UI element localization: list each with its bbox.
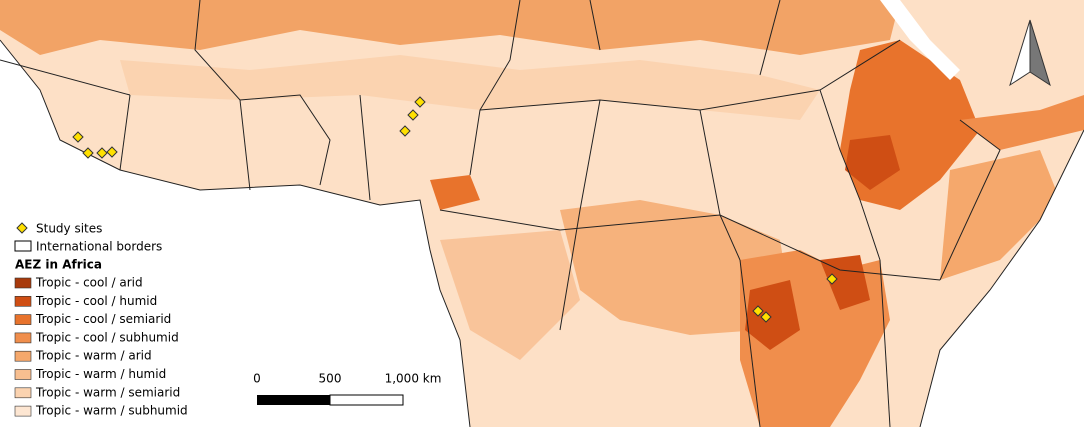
legend-swatch <box>14 314 32 325</box>
coastal-zone <box>440 230 580 360</box>
legend-symbol <box>16 222 28 234</box>
legend-symbol <box>14 240 32 252</box>
legend-label: International borders <box>36 240 162 254</box>
legend-label: Tropic - cool / arid <box>35 276 143 290</box>
legend-label: Tropic - warm / arid <box>35 349 152 363</box>
scale-bar: 0 500 1,000 km <box>253 372 441 406</box>
north-arrow <box>1009 19 1051 87</box>
legend-swatch <box>14 295 32 307</box>
legend-label: Tropic - cool / subhumid <box>35 330 179 344</box>
scale-label: 500 <box>319 372 342 386</box>
legend-swatch <box>14 387 32 399</box>
horn-zone <box>960 95 1084 150</box>
red-sea <box>880 0 960 80</box>
atlantic-ocean <box>0 40 470 427</box>
legend-label: Tropic - warm / humid <box>35 367 166 381</box>
legend-swatch <box>14 405 32 417</box>
cameroon-zone <box>430 175 480 210</box>
sahel-zone <box>120 55 820 120</box>
horn-arid <box>940 150 1060 280</box>
legend-title: AEZ in Africa <box>15 258 102 272</box>
sahara-zone <box>0 0 900 55</box>
legend-label: Tropic - warm / semiarid <box>35 385 180 399</box>
legend-swatch <box>14 332 32 344</box>
legend-label: Tropic - cool / humid <box>35 294 157 308</box>
rift-core <box>820 255 870 310</box>
study-sites <box>72 96 838 323</box>
legend-label: Study sites <box>36 222 102 236</box>
legend: Study sites International borders AEZ in… <box>14 222 188 418</box>
legend-swatch <box>14 350 32 362</box>
rift-core <box>745 280 800 350</box>
legend-label: Tropic - warm / subhumid <box>35 404 188 418</box>
highland-core <box>845 135 900 190</box>
scale-label: 1,000 km <box>385 372 442 386</box>
central-zone <box>560 200 790 335</box>
legend-swatch <box>14 369 32 380</box>
legend-label: Tropic - cool / semiarid <box>35 312 171 326</box>
indian-ocean <box>920 130 1084 427</box>
legend-swatch <box>14 277 32 289</box>
scale-label: 0 <box>253 372 261 386</box>
